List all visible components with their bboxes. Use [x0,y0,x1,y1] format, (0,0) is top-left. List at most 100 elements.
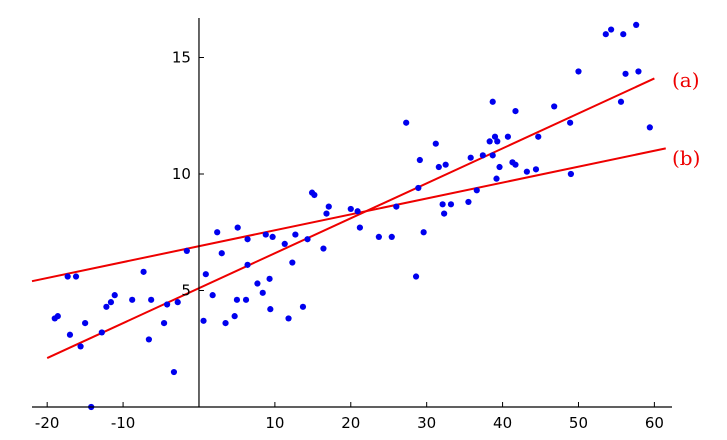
data-point [575,68,582,75]
data-point [82,320,89,327]
fit-lines [31,77,666,359]
data-point [209,292,216,299]
data-point [160,320,168,327]
data-point [439,201,446,208]
data-point [504,133,511,140]
data-point [66,331,74,338]
data-point [64,273,71,280]
data-point [214,229,221,236]
fit-line-label-a: (a) [672,68,700,92]
data-point [311,191,318,199]
data-point [347,205,354,213]
fit-line-b [31,147,666,283]
data-point [493,175,500,182]
data-point [617,98,625,105]
x-tick-label: 10 [265,414,284,432]
data-point [77,343,84,350]
data-point [567,119,574,126]
data-point [285,315,292,322]
data-point [496,163,503,171]
data-point [281,240,288,247]
data-point [491,133,499,140]
data-point [567,170,574,178]
data-point [420,229,427,236]
data-point [299,303,307,310]
data-point [183,247,190,254]
data-point [320,245,327,252]
data-point [494,138,501,145]
data-point [218,250,225,257]
data-point [254,280,261,287]
fit-line-a [46,77,655,359]
data-point [602,31,609,38]
data-point [354,208,361,215]
data-point [403,119,410,126]
data-point [620,31,627,38]
data-point [412,273,420,280]
data-point [148,296,155,303]
x-tick-label: -10 [111,414,136,432]
data-point [432,140,439,147]
data-point [292,231,299,238]
data-point [259,289,266,296]
x-tick-label: 50 [569,414,588,432]
data-point [523,168,530,175]
data-point [633,21,640,28]
data-point [170,368,178,376]
data-point [222,320,229,327]
x-tick-label: 60 [645,414,664,432]
data-point [98,329,105,336]
data-point [174,299,181,306]
x-tick-label: 40 [493,414,512,432]
data-point [473,187,480,194]
data-point [608,26,615,33]
data-point [323,210,330,217]
data-point [512,161,519,168]
data-point [465,198,472,206]
x-tick-label: -20 [35,414,60,432]
data-point [233,296,241,303]
data-point [200,317,207,324]
data-point [269,233,276,241]
data-point [486,138,493,145]
data-point [416,156,423,164]
data-point [532,166,540,173]
data-point [393,203,400,210]
data-point [103,303,110,310]
y-tick-label: 10 [172,165,191,183]
data-point [325,203,332,210]
data-point [535,133,542,140]
data-point [551,103,558,110]
data-point [375,233,382,241]
data-point [512,107,519,115]
data-point [622,70,629,77]
y-tick-label: 5 [181,282,191,300]
data-point [140,268,147,275]
data-point [164,301,171,308]
axes [32,18,672,408]
x-tick-label: 30 [417,414,436,432]
data-point [107,299,115,306]
scatter-points [51,21,653,411]
y-tick-label: 15 [172,49,191,67]
line-labels: (a) (b) [672,68,700,170]
data-point [267,306,274,313]
data-point [447,201,455,208]
data-point [244,236,251,243]
data-point [388,233,395,241]
data-point [304,236,311,243]
data-point [635,68,642,75]
data-point [72,273,80,280]
data-point [441,210,448,217]
data-point [467,154,474,161]
data-point [231,313,238,320]
data-point [266,275,273,282]
data-point [145,336,152,343]
data-point [262,231,269,238]
data-point [244,261,251,268]
data-point [289,259,296,266]
data-point [442,161,449,168]
x-tick-label: 20 [341,414,360,432]
data-point [489,98,496,105]
